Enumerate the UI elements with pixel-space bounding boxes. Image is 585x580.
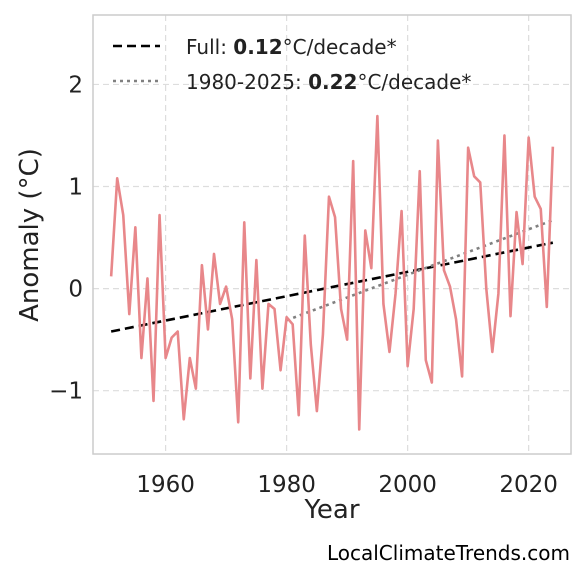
trend-line-recent	[286, 218, 554, 322]
plot-frame	[92, 14, 572, 455]
trend-lines	[110, 218, 554, 333]
y-tick-label: 2	[68, 72, 83, 98]
legend: Full: 0.12°C/decade* 1980-2025: 0.22°C/d…	[113, 35, 471, 94]
legend-label-recent: 1980-2025: 0.22°C/decade*	[186, 70, 471, 94]
y-tick-label: 0	[68, 277, 83, 303]
y-tick-label: 1	[68, 175, 83, 201]
x-tick-label: 1980	[257, 472, 316, 498]
legend-label-full: Full: 0.12°C/decade*	[186, 35, 397, 59]
anomaly-series-line	[109, 114, 555, 431]
y-axis-label: Anomaly (°C)	[15, 148, 45, 322]
x-axis-label: Year	[303, 495, 359, 525]
x-tick-label: 1960	[136, 472, 195, 498]
x-tick-label: 2020	[499, 472, 558, 498]
trend-line-full	[110, 241, 554, 333]
credit-text: LocalClimateTrends.com	[327, 541, 570, 565]
grid	[93, 15, 571, 454]
x-tick-labels: 1960 1980 2000 2020	[136, 472, 558, 498]
y-tick-label: −1	[49, 379, 83, 405]
x-tick-label: 2000	[378, 472, 437, 498]
y-tick-labels: −1 0 1 2	[49, 72, 83, 404]
